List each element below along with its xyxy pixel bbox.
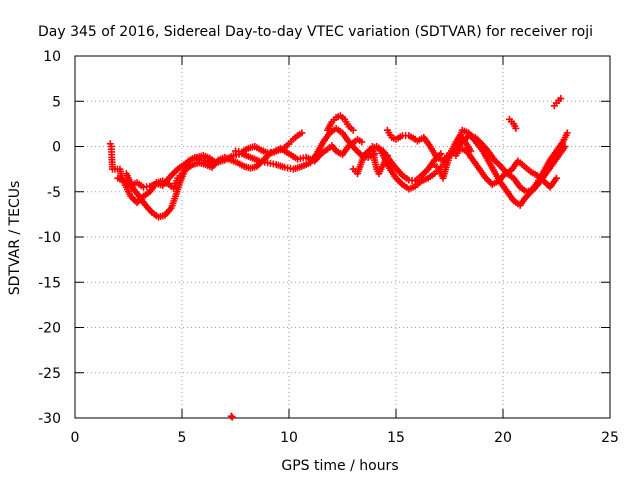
chart-title: Day 345 of 2016, Sidereal Day-to-day VTE… xyxy=(38,24,593,40)
x-axis-label: GPS time / hours xyxy=(281,458,398,474)
y-tick-label: 0 xyxy=(52,140,61,156)
data-point xyxy=(349,126,357,134)
grid-lines xyxy=(75,56,610,418)
data-point xyxy=(553,174,560,182)
y-axis-label: SDTVAR / TECUs xyxy=(7,181,23,296)
x-tick-label: 20 xyxy=(494,430,512,446)
data-point xyxy=(563,129,571,137)
y-tick-label: -20 xyxy=(38,321,61,337)
y-tick-label: -25 xyxy=(38,366,61,382)
y-tick-label: -5 xyxy=(47,185,61,201)
data-point xyxy=(557,95,565,103)
y-tick-label: -10 xyxy=(38,230,61,246)
tick-labels: 0 5 10 15 20 25 -30 -25 -20 -15 -10 -5 0 5 10 xyxy=(38,49,619,446)
data-point xyxy=(227,412,235,420)
y-tick-label: 10 xyxy=(43,49,61,65)
y-tick-label: -30 xyxy=(38,411,61,427)
data-point xyxy=(210,161,218,169)
data-point xyxy=(383,152,391,160)
plot-frame xyxy=(74,55,611,419)
x-tick-label: 25 xyxy=(601,430,619,446)
data-points xyxy=(106,95,571,421)
data-point xyxy=(358,138,366,146)
data-point xyxy=(228,413,236,421)
data-point xyxy=(298,129,306,137)
y-tick-label: 5 xyxy=(52,94,61,110)
x-tick-label: 5 xyxy=(178,430,187,446)
x-tick-label: 15 xyxy=(387,430,405,446)
x-tick-label: 10 xyxy=(280,430,298,446)
data-point xyxy=(512,124,520,132)
y-tick-label: -15 xyxy=(38,275,61,291)
x-tick-label: 0 xyxy=(71,430,80,446)
